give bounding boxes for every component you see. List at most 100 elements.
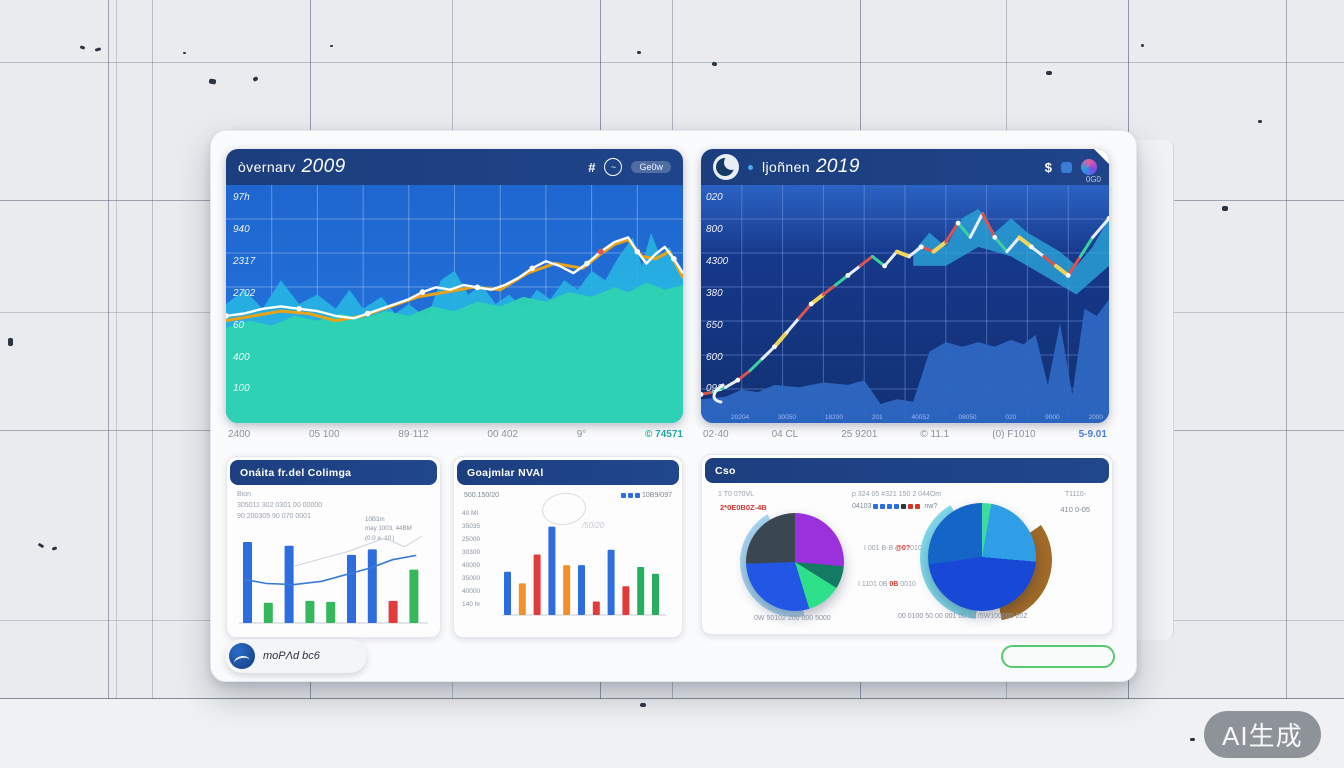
monthly-inner-x-tick: 20204	[731, 414, 750, 421]
legend-square-icon	[887, 503, 893, 509]
pie-stat-2: I 1101 0B 0B 0010	[858, 581, 916, 588]
pie-legend: 04103 nw?	[852, 503, 938, 510]
legend-square-icon	[880, 503, 886, 509]
moon-logo-icon	[713, 154, 739, 180]
corner-fold-icon	[1094, 149, 1109, 164]
monthly-inner-x-labels: 20204 30050 18200 201 40052 08050 020 9000 2000	[731, 414, 1103, 421]
pie-stat-1: I 001 B-B @0?010	[864, 545, 922, 552]
overview-badge[interactable]: Ge0w	[631, 161, 671, 173]
user-pill[interactable]: тoPΛd bc6	[225, 639, 367, 673]
legend-square-icon	[908, 503, 914, 509]
blue-dot-icon	[748, 164, 753, 170]
hash-icon[interactable]: #	[588, 159, 596, 175]
bars-panel-header: Goajmlar NVAl	[457, 460, 679, 485]
legend-square-icon	[901, 503, 907, 509]
monthly-chart-svg	[701, 185, 1109, 423]
pie-right-value: 410 0-05	[1060, 505, 1090, 514]
legend-square-icon	[635, 492, 641, 498]
pie2-caption: 00 0100 50 00 001 00 10 /5W100000 20Z	[898, 613, 1028, 620]
overview-x-tick: 2400	[228, 429, 251, 440]
bars-panel-title: Goajmlar NVAl	[467, 466, 544, 479]
monthly-x-tick: 25 9201	[841, 429, 878, 440]
columns-panel-title: Onáita fr.del Colimga	[240, 466, 352, 479]
bars-chart-svg	[502, 526, 666, 616]
pie-right-label: T1110-	[1064, 491, 1086, 498]
monthly-inner-x-tick: 9000	[1045, 414, 1060, 421]
monthly-y-tick: 4300	[706, 255, 729, 267]
columns-chart-panel: Onáita fr.del Colimga Bion 305011 302 03…	[226, 456, 441, 638]
sketch-label: /50/20	[582, 521, 605, 530]
bars-legend: 10B9/097	[621, 492, 672, 499]
overview-x-tick: 00 402	[487, 429, 518, 440]
legend-square-icon	[873, 503, 879, 509]
overview-chart-panel: òvernarv 2009 # ~ Ge0w 97h 940 2317 2702 60 40…	[226, 149, 683, 423]
monthly-x-tick: 02·40	[703, 429, 729, 440]
ai-watermark: AI生成	[1204, 711, 1321, 758]
legend-square-icon	[894, 503, 900, 509]
monthly-y-tick: 650	[706, 319, 723, 331]
corner-label: 0G0	[1085, 175, 1101, 184]
monthly-y-tick: 380	[706, 287, 723, 299]
bars-top-left-label: 500.150/20	[464, 492, 500, 499]
monthly-inner-x-tick: 30050	[777, 414, 797, 421]
monthly-inner-x-tick: 201	[871, 414, 883, 421]
columns-subtitle: Bion	[237, 491, 252, 498]
columns-line1: 305011 302 0301 00 00000	[237, 502, 323, 509]
profile-disc-icon[interactable]	[1081, 159, 1097, 175]
overview-x-axis-labels: 2400 05 100 89·112 00 402 9° © 74571	[228, 429, 683, 440]
overview-y-tick: 2702	[233, 287, 256, 299]
overview-x-tick: 9°	[576, 429, 587, 440]
columns-line2: 90 200305 90 070 0001	[237, 513, 311, 520]
legend-square-icon	[915, 503, 921, 509]
overview-y-tick: 400	[233, 351, 250, 363]
columns-chart-svg	[239, 535, 428, 624]
columns-annotation: 10B3m may 1003, 44BM (0.0 a. 10 |	[365, 516, 412, 542]
avatar	[229, 643, 255, 669]
monthly-panel-title: ljoñnen 2019	[762, 156, 860, 177]
pie-left-label: 1 T0 0?0VL	[718, 491, 755, 498]
overview-x-tick: 05 100	[308, 429, 340, 440]
pie2-chart	[928, 503, 1036, 611]
dollar-icon[interactable]: $	[1044, 159, 1052, 175]
bars-bar-chart	[500, 509, 668, 630]
columns-panel-header: Onáita fr.del Colimga	[230, 460, 437, 485]
overview-x-tick: © 74571	[645, 429, 683, 440]
monthly-inner-x-tick: 18200	[824, 414, 843, 421]
monthly-inner-x-tick: 08050	[958, 414, 977, 421]
monthly-inner-x-tick: 40052	[911, 414, 930, 421]
refresh-icon[interactable]: ~	[604, 158, 623, 176]
monthly-panel-header: ljoñnen 2019 $ 0G0	[701, 149, 1109, 185]
monthly-y-tick: 600	[706, 351, 723, 363]
overview-y-tick: 60	[233, 319, 245, 331]
monthly-x-axis-labels: 02·40 04 CL 25 9201 © 11.1 (0) F1010 5-9.01	[703, 429, 1107, 440]
overview-x-tick: 89·112	[398, 429, 429, 440]
dashboard-card: òvernarv 2009 # ~ Ge0w 97h 940 2317 2702 60 40…	[210, 130, 1137, 682]
monthly-x-tick: © 11.1	[920, 429, 950, 440]
legend-square-icon	[621, 492, 627, 498]
overview-panel-header: òvernarv 2009 # ~ Ge0w	[226, 149, 683, 185]
overview-y-tick: 940	[233, 224, 250, 236]
columns-bar-chart	[235, 523, 432, 636]
monthly-inner-x-tick: 2000	[1088, 414, 1103, 421]
monthly-x-tick: 5-9.01	[1078, 429, 1107, 440]
bars-y-axis-labels: 40 MI 35035 25000 30300 40000 35000 40000 140 h…	[462, 510, 481, 608]
pies-panel-title: Cso	[715, 464, 736, 477]
overview-chart-svg	[226, 185, 683, 423]
overview-y-tick: 97h	[233, 192, 250, 204]
pie-mid-label: p 324 05 #321 150 2 044Om	[852, 491, 942, 498]
action-button[interactable]	[1001, 645, 1115, 668]
overview-panel-title: òvernarv 2009	[238, 156, 346, 177]
monthly-y-tick: 800	[706, 224, 723, 236]
monthly-chart-panel: ljoñnen 2019 $ 0G0 020 800 4300 380 650 600 092…	[701, 149, 1109, 423]
user-name: тoPΛd bc6	[263, 650, 320, 662]
monthly-y-tick: 020	[706, 192, 723, 204]
pie-left-value: 2*0E0B0Z-4B	[720, 503, 767, 512]
overview-chart-area: 97h 940 2317 2702 60 400 100	[226, 185, 683, 423]
app-icon[interactable]	[1061, 161, 1072, 173]
background-bottom-band	[0, 699, 1344, 768]
monthly-chart-area: 020 800 4300 380 650 600 092 20204 30050 18200 201…	[701, 185, 1109, 423]
pies-panel-header: Cso	[705, 458, 1109, 483]
monthly-inner-x-tick: 020	[1005, 414, 1017, 421]
overview-y-tick: 2317	[233, 255, 256, 267]
